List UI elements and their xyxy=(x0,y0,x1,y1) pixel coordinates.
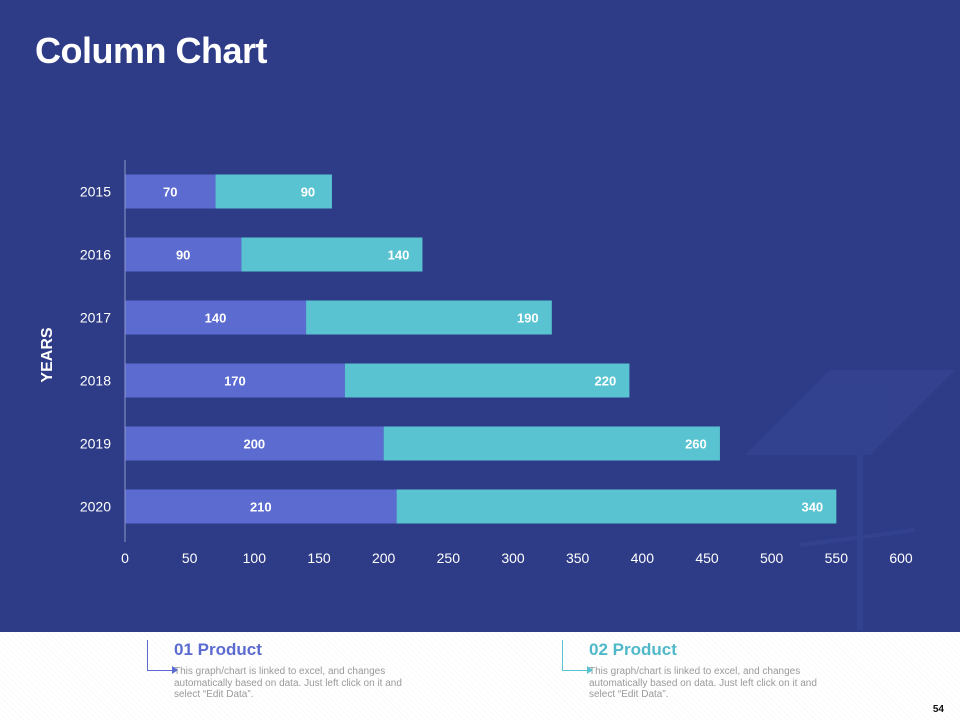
x-tick-label: 150 xyxy=(307,550,331,566)
y-tick-label: 2019 xyxy=(80,436,111,452)
x-tick-label: 500 xyxy=(760,550,784,566)
x-tick-label: 300 xyxy=(501,550,525,566)
product-1-block: 01 Product This graph/chart is linked to… xyxy=(147,640,404,701)
y-tick-label: 2020 xyxy=(80,499,111,515)
x-tick-label: 350 xyxy=(566,550,590,566)
data-label: 200 xyxy=(243,437,265,452)
product-1-arrow-icon xyxy=(147,640,178,674)
bar-2018-series-1 xyxy=(125,363,345,398)
bar-2017-series-2 xyxy=(306,300,552,335)
product-2-arrow-icon xyxy=(562,640,593,674)
data-label: 140 xyxy=(205,311,227,326)
y-tick-label: 2018 xyxy=(80,373,111,389)
data-label: 190 xyxy=(517,311,539,326)
product-1-description: This graph/chart is linked to excel, and… xyxy=(174,666,402,700)
footer-panel: 01 Product This graph/chart is linked to… xyxy=(0,632,960,720)
x-tick-label: 400 xyxy=(631,550,655,566)
bar-2020-series-1 xyxy=(125,489,397,524)
x-tick-label: 250 xyxy=(437,550,461,566)
x-tick-label: 0 xyxy=(121,550,129,566)
data-label: 210 xyxy=(250,500,272,515)
data-label: 90 xyxy=(301,185,315,200)
data-label: 170 xyxy=(224,374,246,389)
data-label: 140 xyxy=(388,248,410,263)
bar-2015-series-2 xyxy=(215,174,332,209)
bar-2019-series-1 xyxy=(125,426,384,461)
data-label: 260 xyxy=(685,437,707,452)
bar-2016-series-2 xyxy=(241,237,423,272)
bar-2018-series-2 xyxy=(344,363,630,398)
data-label: 340 xyxy=(801,500,823,515)
bar-2015-series-1 xyxy=(125,174,216,209)
product-1-title: 01 Product xyxy=(174,640,262,659)
data-label: 90 xyxy=(176,248,190,263)
product-2-title: 02 Product xyxy=(589,640,677,659)
solar-panel-decoration xyxy=(745,370,955,630)
slide-title: Column Chart xyxy=(35,30,268,71)
x-tick-label: 100 xyxy=(243,550,267,566)
x-tick-label: 50 xyxy=(182,550,198,566)
bar-2020-series-2 xyxy=(396,489,837,524)
y-axis-label: YEARS xyxy=(39,327,56,382)
product-2-description: This graph/chart is linked to excel, and… xyxy=(589,666,817,700)
page-number: 54 xyxy=(932,704,944,715)
product-2-block: 02 Product This graph/chart is linked to… xyxy=(562,640,819,701)
stacked-bar-chart: 70 90 90 140 140 190 170 220 200 260 210 340 0 50 100… xyxy=(39,160,955,630)
data-label: 220 xyxy=(595,374,617,389)
x-tick-label: 450 xyxy=(695,550,719,566)
x-tick-label: 550 xyxy=(825,550,849,566)
bar-2017-series-1 xyxy=(125,300,307,335)
y-tick-label: 2016 xyxy=(80,247,111,263)
bar-2019-series-2 xyxy=(383,426,720,461)
y-tick-label: 2015 xyxy=(80,184,111,200)
x-tick-label: 600 xyxy=(889,550,913,566)
x-tick-label: 200 xyxy=(372,550,396,566)
y-tick-label: 2017 xyxy=(80,310,111,326)
data-label: 70 xyxy=(163,185,177,200)
bar-2016-series-1 xyxy=(125,237,242,272)
